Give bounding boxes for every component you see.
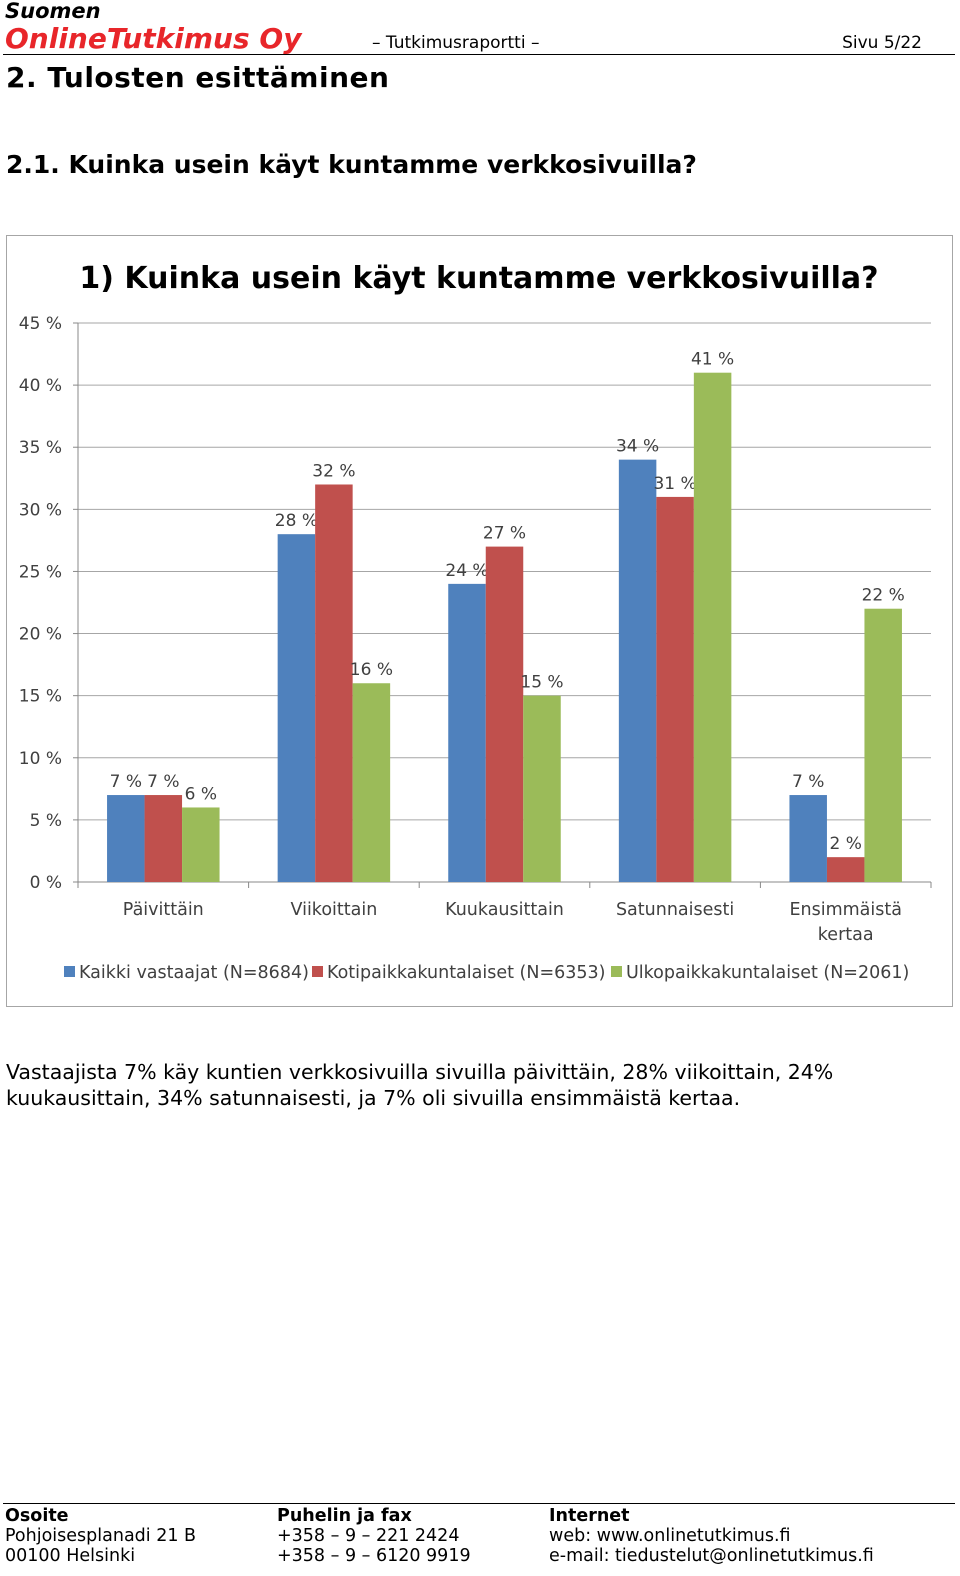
legend-label: Kaikki vastaajat (N=8684) [79,963,309,983]
y-tick-label: 25 % [19,562,62,582]
header-divider [3,54,955,55]
data-label: 15 % [520,673,563,693]
data-label: 7 % [792,772,824,792]
bar [485,546,524,882]
data-label: 24 % [445,561,488,581]
bar-chart: 1) Kuinka usein käyt kuntamme verkkosivu… [19,261,932,983]
subsection-title: 2.1. Kuinka usein käyt kuntamme verkkosi… [6,150,697,179]
footer-divider [3,1503,955,1504]
x-tick-label: Ensimmäistä [789,900,902,920]
data-label: 7 % [110,772,142,792]
footer-email-link[interactable]: e-mail: tiedustelut@onlinetutkimus.fi [549,1546,874,1566]
data-label: 41 % [691,350,734,370]
bar [144,795,183,882]
footer-internet: Internet web: www.onlinetutkimus.fi e-ma… [549,1506,874,1566]
x-tick-label: kertaa [818,925,874,945]
x-tick-label: Päivittäin [123,900,204,920]
legend-swatch [64,966,75,977]
bar [448,583,486,882]
y-tick-label: 20 % [19,625,62,645]
data-label: 34 % [616,437,659,457]
y-tick-label: 0 % [30,873,62,893]
report-type: – Tutkimusraportti – [372,33,540,53]
y-tick-label: 15 % [19,687,62,707]
bar [523,695,561,882]
footer-phone-heading: Puhelin ja fax [277,1506,412,1526]
legend-label: Kotipaikkakuntalaiset (N=6353) [327,963,605,983]
chart-title: 1) Kuinka usein käyt kuntamme verkkosivu… [79,261,878,296]
footer-phone-line1: +358 – 9 – 221 2424 [277,1526,460,1546]
bar [277,534,316,882]
y-tick-label: 35 % [19,438,62,458]
bar [618,459,657,882]
footer-internet-heading: Internet [549,1506,630,1526]
footer-phone-line2: +358 – 9 – 6120 9919 [277,1546,471,1566]
legend-swatch [611,966,622,977]
y-tick-label: 10 % [19,749,62,769]
bar [693,372,732,882]
bar [182,807,220,882]
data-label: 7 % [147,772,179,792]
company-name-logo: OnlineTutkimus Oy [5,22,302,55]
company-name-line1: Suomen [5,0,101,23]
data-label: 16 % [350,660,393,680]
bar [826,857,865,882]
x-tick-label: Viikoittain [291,900,378,920]
y-tick-label: 45 % [19,314,62,334]
legend-swatch [312,966,323,977]
footer-web-link[interactable]: web: www.onlinetutkimus.fi [549,1526,791,1546]
bar [789,795,827,882]
data-label: 27 % [483,524,526,544]
data-label: 6 % [185,784,217,804]
y-tick-label: 40 % [19,376,62,396]
footer-address-line2: 00100 Helsinki [5,1546,136,1566]
x-tick-label: Kuukausittain [445,900,564,920]
page-number: Sivu 5/22 [842,33,922,53]
body-paragraph: Vastaajista 7% käy kuntien verkkosivuill… [6,1060,834,1110]
data-label: 2 % [830,834,862,854]
footer-phone: Puhelin ja fax +358 – 9 – 221 2424 +358 … [277,1506,471,1566]
footer-address-heading: Osoite [5,1506,69,1526]
footer-address: Osoite Pohjoisesplanadi 21 B 00100 Helsi… [5,1506,196,1566]
data-label: 28 % [275,511,318,531]
y-tick-label: 5 % [30,811,62,831]
legend-label: Ulkopaikkakuntalaiset (N=2061) [626,963,909,983]
data-label: 22 % [862,586,905,606]
y-tick-label: 30 % [19,500,62,520]
section-title: 2. Tulosten esittäminen [6,61,390,94]
bar [864,608,902,882]
data-label: 31 % [653,474,696,494]
bar [107,795,145,882]
chart-frame: 1) Kuinka usein käyt kuntamme verkkosivu… [6,235,953,1007]
bar [315,484,353,882]
data-label: 32 % [312,461,355,481]
footer-address-line1: Pohjoisesplanadi 21 B [5,1526,197,1546]
x-tick-label: Satunnaisesti [616,900,734,920]
bar [352,683,391,882]
bar [656,496,694,882]
